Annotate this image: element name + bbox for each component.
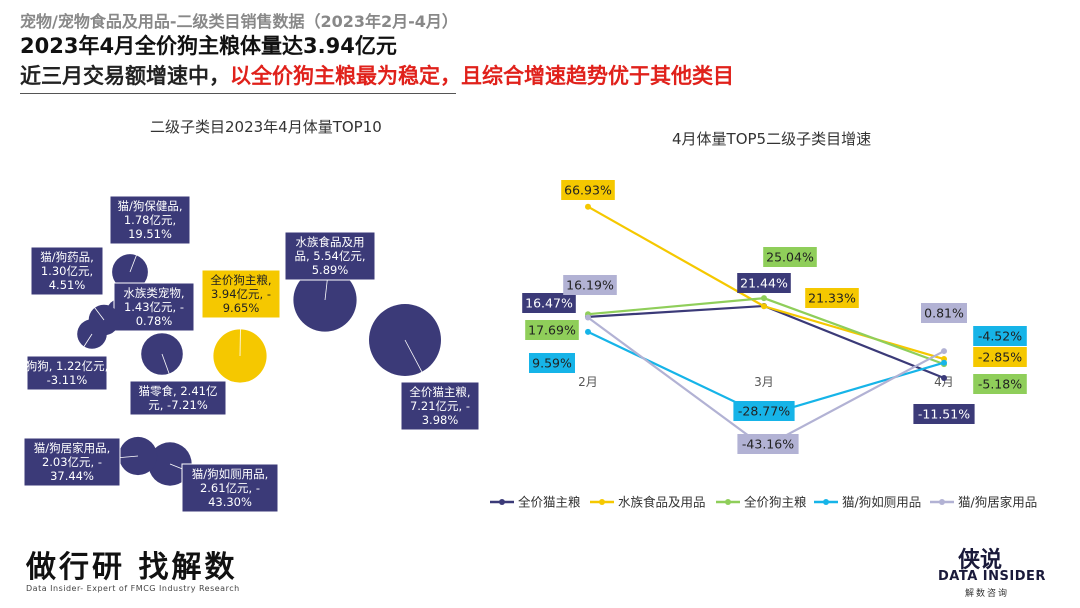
data-label-box [522,293,576,313]
series-point [585,314,591,321]
bubble-label-box [23,437,121,487]
bubble-label-box [30,246,104,296]
legend-label: 全价猫主粮 [518,495,581,510]
data-label-box [763,247,817,267]
x-tick-label: 4月 [934,375,954,389]
legend-swatch-point [599,499,605,505]
legend-swatch-point [499,499,505,505]
bubble-label: 猫/狗药品, 1.30亿元, 4.51% [40,250,94,292]
data-label: 17.69% [528,323,576,338]
series-point [761,295,767,302]
page-headline: 近三月交易额增速中，以全价狗主粮最为稳定，且综合增速趋势优于其他类目 [20,60,734,90]
series-line [587,304,945,379]
bubble-label-box [109,195,191,245]
page-subtitle: 宠物/宠物食品及用品-二级类目销售数据（2023年2月-4月） [20,12,458,31]
x-tick-label: 3月 [754,375,774,389]
data-label-box [973,374,1027,394]
legend-label: 猫/狗居家用品 [958,495,1037,510]
data-label-box [733,401,795,421]
bubble-label-box [113,282,195,332]
data-label-box [737,273,791,293]
bubble-label: 水族类宠物, 1.43亿元, -0.78% [123,286,184,328]
brand-logo-sub: 解数咨询 [965,589,1010,599]
data-label: 21.33% [808,291,856,306]
bubble-label-box [129,380,227,416]
data-label-box [563,275,617,295]
legend-label: 水族食品及用品 [618,495,706,510]
series-point [941,374,947,381]
data-label: 9.59% [532,356,572,371]
footer-slogan: 做行研 找解数 [26,550,238,585]
bubble-chart-title: 二级子类目2023年4月体量TOP10 [150,118,382,136]
legend-label: 猫/狗如厕用品 [842,495,921,510]
data-label: 66.93% [564,183,612,198]
series-point [761,303,767,310]
x-tick-label: 2月 [578,375,598,389]
legend-swatch-point [939,499,945,505]
data-label: 16.19% [566,278,614,293]
data-label-box [529,353,575,373]
bubble-label: 狗狗, 1.22亿元, -3.11% [26,359,109,387]
bubble-label: 猫零食, 2.41亿元, -7.21% [139,384,218,412]
headline-black: 近三月交易额增速中， [20,64,230,88]
bubble-label-box [400,381,480,431]
data-label-box [737,434,799,454]
data-label: -28.77% [738,404,790,419]
bubble-label: 全价狗主粮, 3.94亿元, -9.65% [210,273,271,315]
brand-logo: DATA INSIDER [938,569,1046,584]
data-label: -43.16% [742,437,794,452]
series-point [585,203,591,210]
data-label-box [921,303,967,323]
data-label: -5.18% [978,377,1022,392]
data-label: 25.04% [766,250,814,265]
data-label-box [913,404,975,424]
bubble-label-box [26,355,108,391]
data-label-box [525,320,579,340]
bubble-label: 水族食品及用品, 5.54亿元, 5.89% [294,235,365,277]
data-label: 16.47% [525,296,573,311]
data-label-box [973,347,1027,367]
legend-label: 全价狗主粮 [744,495,807,510]
headline-red: 以全价狗主粮最为稳定，且综合增速趋势优于其他类目 [230,64,734,88]
bubble-label: 全价猫主粮, 7.21亿元, -3.98% [409,385,470,427]
bubble-label: 猫/狗如厕用品, 2.61亿元, -43.30% [192,467,269,509]
bubble-label: 猫/狗保健品, 1.78亿元, 19.51% [117,199,182,241]
line-chart-title: 4月体量TOP5二级子类目增速 [672,130,872,148]
bubble-label-box [181,463,279,513]
series-point [585,328,591,335]
data-label-box [561,180,615,200]
data-label: -2.85% [978,350,1022,365]
data-label-box [805,288,859,308]
page-title: 2023年4月全价狗主粮体量达3.94亿元 [20,34,397,58]
series-point [941,359,947,366]
legend-swatch-point [823,499,829,505]
legend-swatch-point [725,499,731,505]
series-point [941,348,947,355]
brand-mark: 侠说 [958,548,1003,573]
data-label: 0.81% [924,306,964,321]
data-label: -11.51% [918,407,970,422]
footer-tagline: Data Insider- Expert of FMCG Industry Re… [26,584,240,593]
bubble-label: 猫/狗居家用品, 2.03亿元, -37.44% [34,441,111,483]
header-divider [20,93,456,94]
data-label: 21.44% [740,276,788,291]
bubble-label-box [284,231,376,281]
data-label-box [973,326,1027,346]
bubble-label-box [201,269,281,319]
data-label: -4.52% [978,329,1022,344]
